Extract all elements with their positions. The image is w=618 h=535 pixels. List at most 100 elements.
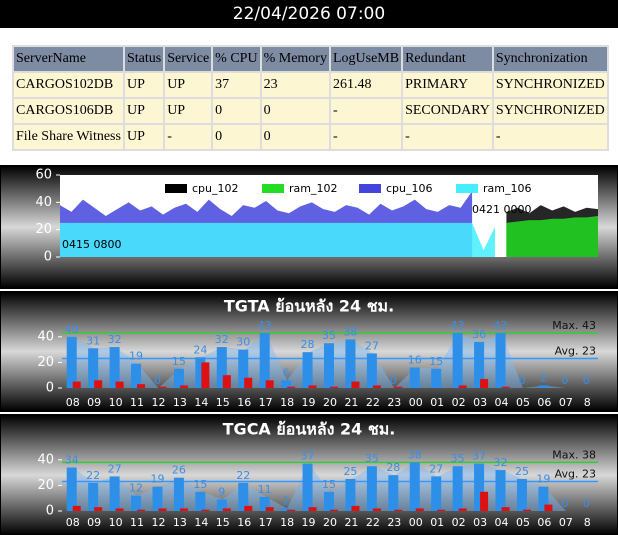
x-tick-label: 04 bbox=[495, 516, 509, 529]
x-tick-label: 21 bbox=[344, 516, 358, 529]
value-label: 25 bbox=[515, 465, 529, 478]
bar bbox=[452, 332, 463, 388]
legend-swatch bbox=[165, 184, 187, 193]
table-cell: SYNCHRONIZED bbox=[491, 97, 609, 125]
x-tick-label: 22 bbox=[366, 396, 380, 409]
x-tick-label: 09 bbox=[87, 396, 101, 409]
bar bbox=[287, 509, 296, 511]
legend-swatch bbox=[456, 184, 478, 193]
column-header: ServerName bbox=[12, 45, 125, 73]
value-label: 30 bbox=[236, 336, 250, 349]
value-label: 0 bbox=[518, 374, 525, 387]
bar bbox=[409, 367, 420, 388]
table-cell: 0 bbox=[211, 123, 262, 151]
value-label: 0 bbox=[583, 374, 590, 387]
x-tick-label: 21 bbox=[344, 396, 358, 409]
bar bbox=[201, 509, 210, 511]
reference-label: Avg. 23 bbox=[555, 345, 596, 358]
value-label: 28 bbox=[301, 338, 315, 351]
x-tick-label: 15 bbox=[216, 396, 230, 409]
value-label: 35 bbox=[322, 329, 336, 342]
value-label: 2 bbox=[283, 494, 290, 507]
column-header: Status bbox=[122, 45, 166, 73]
bar bbox=[474, 341, 485, 388]
value-label: 11 bbox=[258, 483, 272, 496]
value-label: 24 bbox=[193, 343, 207, 356]
x-tick-label: 01 bbox=[430, 516, 444, 529]
column-header: % CPU bbox=[211, 45, 262, 73]
legend-label: cpu_102 bbox=[192, 182, 239, 195]
bar bbox=[88, 482, 99, 511]
bar bbox=[137, 509, 146, 511]
x-tick-label: 14 bbox=[194, 516, 208, 529]
legend-label: cpu_106 bbox=[386, 182, 433, 195]
x-tick-label: 20 bbox=[323, 396, 337, 409]
value-label: 15 bbox=[322, 478, 336, 491]
x-tick-label: 04 bbox=[495, 396, 509, 409]
bar bbox=[345, 339, 356, 388]
bar bbox=[137, 384, 146, 388]
value-label: 12 bbox=[129, 482, 143, 495]
bar bbox=[152, 486, 163, 511]
x-tick-label: 20 bbox=[323, 516, 337, 529]
value-label: 32 bbox=[215, 333, 229, 346]
value-label: 38 bbox=[408, 448, 422, 461]
x-tick-label: 09 bbox=[87, 516, 101, 529]
bar bbox=[458, 385, 467, 388]
legend-label: ram_106 bbox=[483, 182, 531, 195]
column-header: Synchronization bbox=[491, 45, 609, 73]
x-tick-label: 06 bbox=[537, 516, 551, 529]
reference-label: Max. 38 bbox=[552, 448, 596, 461]
bar bbox=[66, 336, 77, 388]
x-tick-label: 17 bbox=[259, 396, 273, 409]
table-cell: UP bbox=[122, 71, 166, 99]
table-cell: File Share Witness bbox=[12, 123, 125, 151]
area bbox=[506, 216, 598, 257]
bar bbox=[366, 466, 377, 511]
value-label: 43 bbox=[258, 319, 272, 332]
y-tick-label: 20 bbox=[37, 355, 54, 370]
table-cell: 23 bbox=[259, 71, 331, 99]
x-tick-label: 13 bbox=[173, 396, 187, 409]
x-tick-label: 07 bbox=[559, 396, 573, 409]
value-label: 38 bbox=[343, 325, 357, 338]
bar bbox=[281, 380, 292, 388]
bar bbox=[131, 363, 142, 388]
table-cell: 37 bbox=[211, 71, 262, 99]
y-tick-label: 40 bbox=[37, 329, 54, 344]
x-tick-label: 16 bbox=[237, 516, 251, 529]
table-cell: UP bbox=[163, 71, 214, 99]
bar bbox=[244, 505, 253, 511]
bar bbox=[109, 347, 120, 388]
x-tick-label: 01 bbox=[430, 396, 444, 409]
value-label: 25 bbox=[343, 465, 357, 478]
x-tick-label: 05 bbox=[516, 516, 530, 529]
value-label: 27 bbox=[429, 462, 443, 475]
x-tick-label: 10 bbox=[109, 396, 123, 409]
bar bbox=[495, 332, 506, 388]
bar bbox=[409, 462, 420, 511]
value-label: 0 bbox=[583, 497, 590, 510]
bar bbox=[330, 386, 338, 388]
bar bbox=[195, 491, 206, 511]
bar bbox=[179, 508, 188, 511]
bar bbox=[324, 343, 334, 388]
x-tick-label: 07 bbox=[559, 516, 573, 529]
bar bbox=[259, 332, 270, 388]
bar bbox=[216, 499, 227, 511]
legend-swatch bbox=[359, 184, 381, 193]
reference-label: Max. 43 bbox=[552, 319, 596, 332]
table-row: CARGOS106DB UP UP 0 0- SECONDARY SYNCHRONIZED bbox=[12, 97, 609, 125]
bar bbox=[216, 347, 227, 388]
x-tick-label: 10 bbox=[109, 516, 123, 529]
table-row: File Share Witness UP -0 0- - - bbox=[12, 123, 609, 151]
x-tick-label: 23 bbox=[387, 516, 401, 529]
bar bbox=[195, 357, 206, 388]
x-tick-label: 06 bbox=[537, 396, 551, 409]
bar bbox=[222, 508, 231, 511]
bar bbox=[495, 470, 506, 511]
value-label: 43 bbox=[451, 319, 465, 332]
x-tick-label: 11 bbox=[130, 396, 144, 409]
value-label: 37 bbox=[301, 450, 315, 463]
y-tick-label: 20 bbox=[35, 222, 52, 237]
